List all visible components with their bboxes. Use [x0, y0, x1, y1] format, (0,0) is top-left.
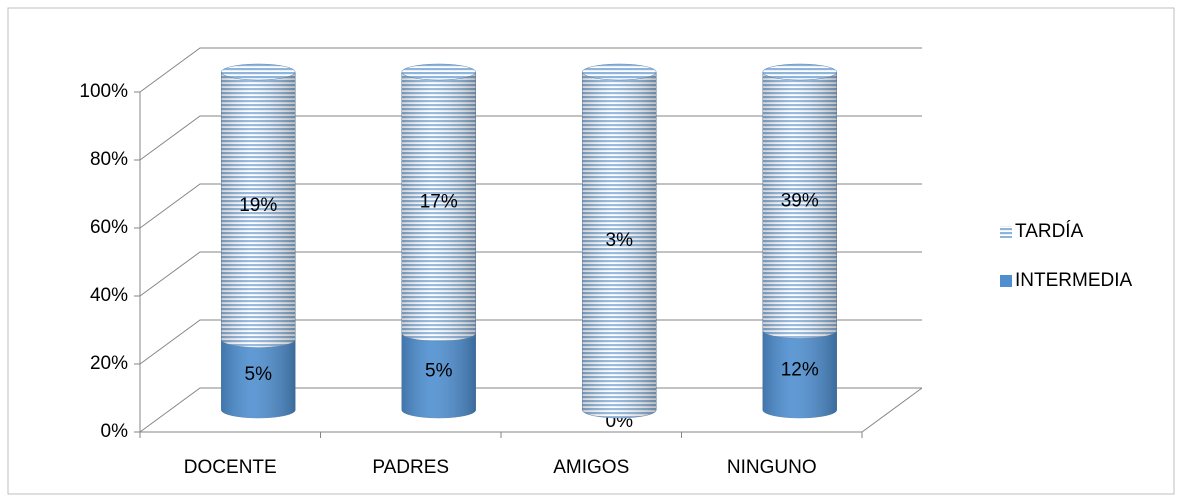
- cylinder-top: [401, 63, 476, 81]
- legend-label: INTERMEDIA: [1015, 270, 1133, 291]
- grid-line: [139, 387, 922, 433]
- y-tick-label: 80%: [90, 149, 128, 170]
- x-tick-label: NINGUNO: [727, 457, 817, 478]
- cylinder-shade: [762, 330, 837, 418]
- data-label: 3%: [606, 230, 634, 251]
- y-tick-label: 0%: [101, 421, 129, 442]
- legend-swatch: [1000, 275, 1012, 287]
- x-tick-label: AMIGOS: [553, 457, 629, 478]
- grid-line: [139, 183, 922, 229]
- y-tick-label: 100%: [79, 81, 128, 102]
- cylinder-top: [582, 63, 657, 81]
- y-tick-label: 20%: [90, 353, 128, 374]
- cylinder-shade: [221, 339, 296, 418]
- data-label: 5%: [425, 361, 453, 382]
- legend-label: TARDÍA: [1015, 221, 1084, 242]
- cylinder-top: [762, 63, 837, 81]
- cylinder-top: [221, 63, 296, 81]
- y-tick-label: 40%: [90, 285, 128, 306]
- data-label: 5%: [245, 364, 273, 385]
- grid-line: [139, 319, 922, 365]
- cylinder-shade: [582, 72, 657, 418]
- cylinder-shade: [762, 72, 837, 339]
- grid-line: [139, 115, 922, 161]
- grid-line: [139, 47, 922, 93]
- x-tick-label: DOCENTE: [184, 457, 277, 478]
- data-label: 39%: [781, 190, 819, 211]
- legend-swatch: [1000, 226, 1012, 238]
- x-tick-label: PADRES: [372, 457, 449, 478]
- cylinder-shade: [221, 72, 296, 348]
- cylinder-shade: [401, 333, 476, 418]
- y-tick-label: 60%: [90, 217, 128, 238]
- data-label: 17%: [420, 192, 458, 213]
- data-label: 19%: [239, 195, 277, 216]
- grid-line: [139, 251, 922, 297]
- data-label: 12%: [781, 359, 819, 380]
- cylinder-shade: [401, 72, 476, 342]
